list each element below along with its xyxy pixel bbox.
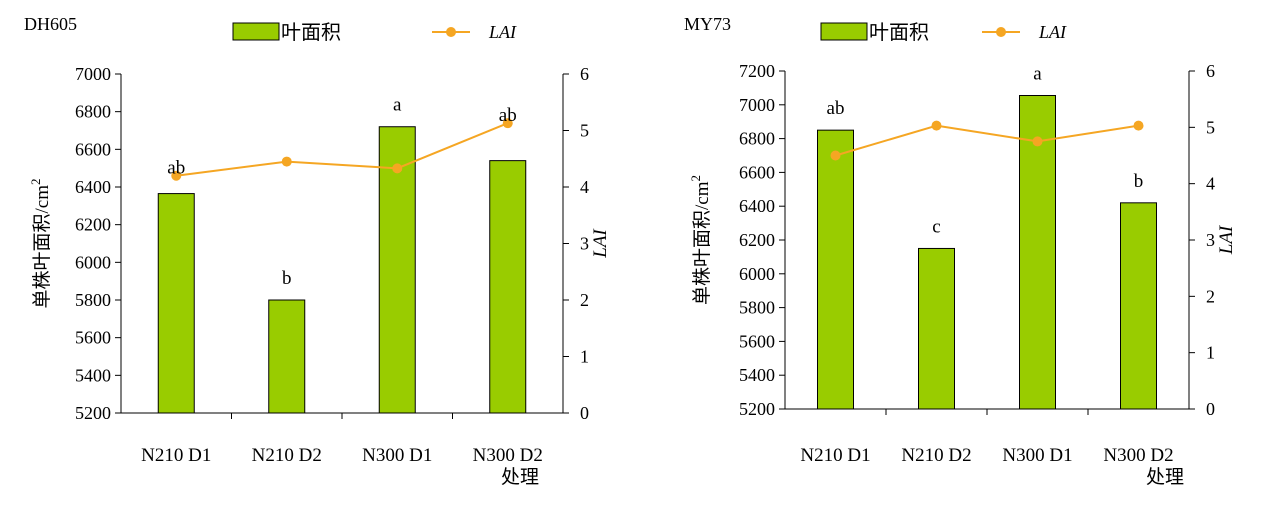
y-tick-label: 6200 [75, 215, 111, 235]
significance-label: ab [499, 105, 517, 126]
x-tick-label: N210 D1 [141, 445, 211, 466]
y2-tick-label: 1 [1206, 343, 1215, 363]
lai-point [392, 163, 403, 174]
lai-point [281, 156, 292, 167]
y2-tick-label: 6 [580, 64, 589, 84]
y-tick-label: 6000 [75, 252, 111, 272]
y-tick-label: 6200 [739, 230, 775, 250]
bar [157, 193, 195, 414]
y2-tick-label: 5 [580, 121, 589, 141]
legend-bar-label: 叶面积 [281, 21, 341, 44]
lai-point [1133, 120, 1144, 131]
bar [918, 247, 955, 410]
legend-bar-swatch [232, 22, 280, 41]
x-tick-label: N300 D1 [1002, 445, 1072, 466]
y-tick-label: 5400 [739, 365, 775, 385]
lai-point [502, 118, 513, 129]
y-tick-label: 5200 [75, 403, 111, 423]
y-tick-label: 6800 [75, 102, 111, 122]
bar [378, 126, 416, 414]
y-tick-label: 5600 [75, 328, 111, 348]
chart-title: MY73 [684, 14, 731, 34]
lai-line [835, 124, 1139, 157]
y-tick-label: 7000 [75, 64, 111, 84]
lai-point [171, 170, 182, 181]
lai-point [931, 120, 942, 131]
y-tick-label: 5600 [739, 331, 775, 351]
bar [1120, 202, 1157, 410]
x-tick-label: N210 D2 [252, 445, 322, 466]
lai-point [1032, 136, 1043, 147]
significance-label: a [393, 95, 402, 116]
y2-tick-label: 2 [1206, 286, 1215, 306]
y2-tick-label: 5 [1206, 117, 1215, 137]
y2-tick-label: 3 [1206, 230, 1215, 250]
bar [489, 160, 527, 414]
x-axis-label: 处理 [501, 466, 539, 488]
y-tick-label: 6600 [739, 162, 775, 182]
y2-axis-label: LAI [590, 228, 611, 259]
legend-bar-swatch [820, 22, 868, 41]
y-tick-label: 6600 [75, 139, 111, 159]
y-tick-label: 5200 [739, 399, 775, 419]
significance-label: a [1033, 64, 1042, 85]
chart-2: MY73 叶面积 LAI520054005600580060006200640066… [684, 14, 1237, 488]
y-tick-label: 6400 [75, 177, 111, 197]
significance-label: b [1134, 171, 1144, 192]
y-tick-label: 7000 [739, 95, 775, 115]
y-axis-label: 单株叶面积/cm2 [688, 175, 713, 305]
y-tick-label: 5800 [739, 298, 775, 318]
y-tick-label: 6400 [739, 196, 775, 216]
y2-axis-label: LAI [1216, 224, 1237, 255]
significance-label: c [932, 216, 940, 237]
y-tick-label: 6000 [739, 264, 775, 284]
y2-tick-label: 4 [580, 177, 589, 197]
bar [268, 299, 306, 414]
lai-point [830, 150, 841, 161]
significance-label: ab [167, 158, 185, 179]
y2-tick-label: 0 [580, 403, 589, 423]
y2-tick-label: 4 [1206, 174, 1215, 194]
x-tick-label: N210 D2 [901, 445, 971, 466]
legend-line-marker [446, 27, 456, 37]
x-axis-label: 处理 [1146, 466, 1184, 488]
y-tick-label: 6800 [739, 129, 775, 149]
y2-tick-label: 0 [1206, 399, 1215, 419]
x-tick-label: N210 D1 [800, 445, 870, 466]
legend-bar-label: 叶面积 [869, 21, 929, 44]
chart-title: DH605 [24, 14, 77, 34]
y2-tick-label: 1 [580, 347, 589, 367]
x-tick-label: N300 D2 [1103, 445, 1173, 466]
bar [817, 129, 854, 410]
y2-tick-label: 6 [1206, 61, 1215, 81]
legend-line-label: LAI [488, 22, 517, 42]
y-tick-label: 5400 [75, 365, 111, 385]
significance-label: b [282, 268, 292, 289]
chart-1: DH605 叶面积 LAI 5200 5400 5600 5800 6000 6200 6400 6… [24, 14, 611, 488]
x-tick-label: N300 D1 [362, 445, 432, 466]
y-tick-label: 7200 [739, 61, 775, 81]
y2-tick-label: 3 [580, 234, 589, 254]
bar [1019, 95, 1056, 410]
y-axis-label: 单株叶面积/cm2 [28, 179, 53, 309]
x-tick-label: N300 D2 [473, 445, 543, 466]
y-tick-label: 5800 [75, 290, 111, 310]
significance-label: ab [827, 98, 845, 119]
y2-tick-label: 2 [580, 290, 589, 310]
legend-line-marker [996, 27, 1006, 37]
legend-line-label: LAI [1038, 22, 1067, 42]
lai-line [176, 122, 509, 177]
